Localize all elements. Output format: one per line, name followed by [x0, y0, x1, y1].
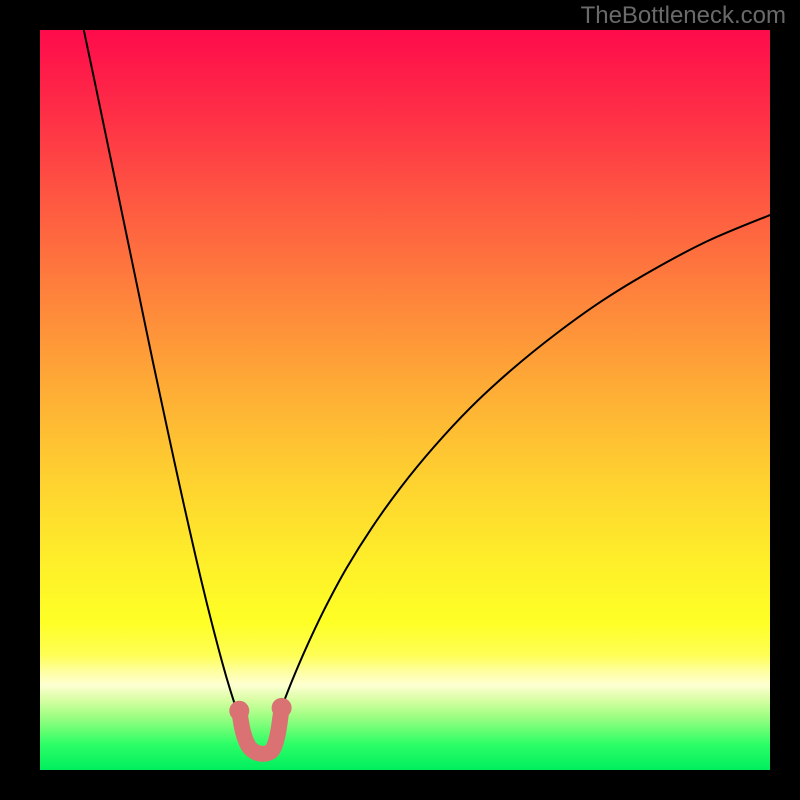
trough-marker-dot-right [272, 698, 292, 718]
bottleneck-chart [0, 0, 800, 800]
watermark-text: TheBottleneck.com [581, 2, 786, 30]
chart-container: TheBottleneck.com [0, 0, 800, 800]
trough-marker-dot-left [229, 701, 249, 721]
plot-background-gradient [40, 30, 770, 770]
